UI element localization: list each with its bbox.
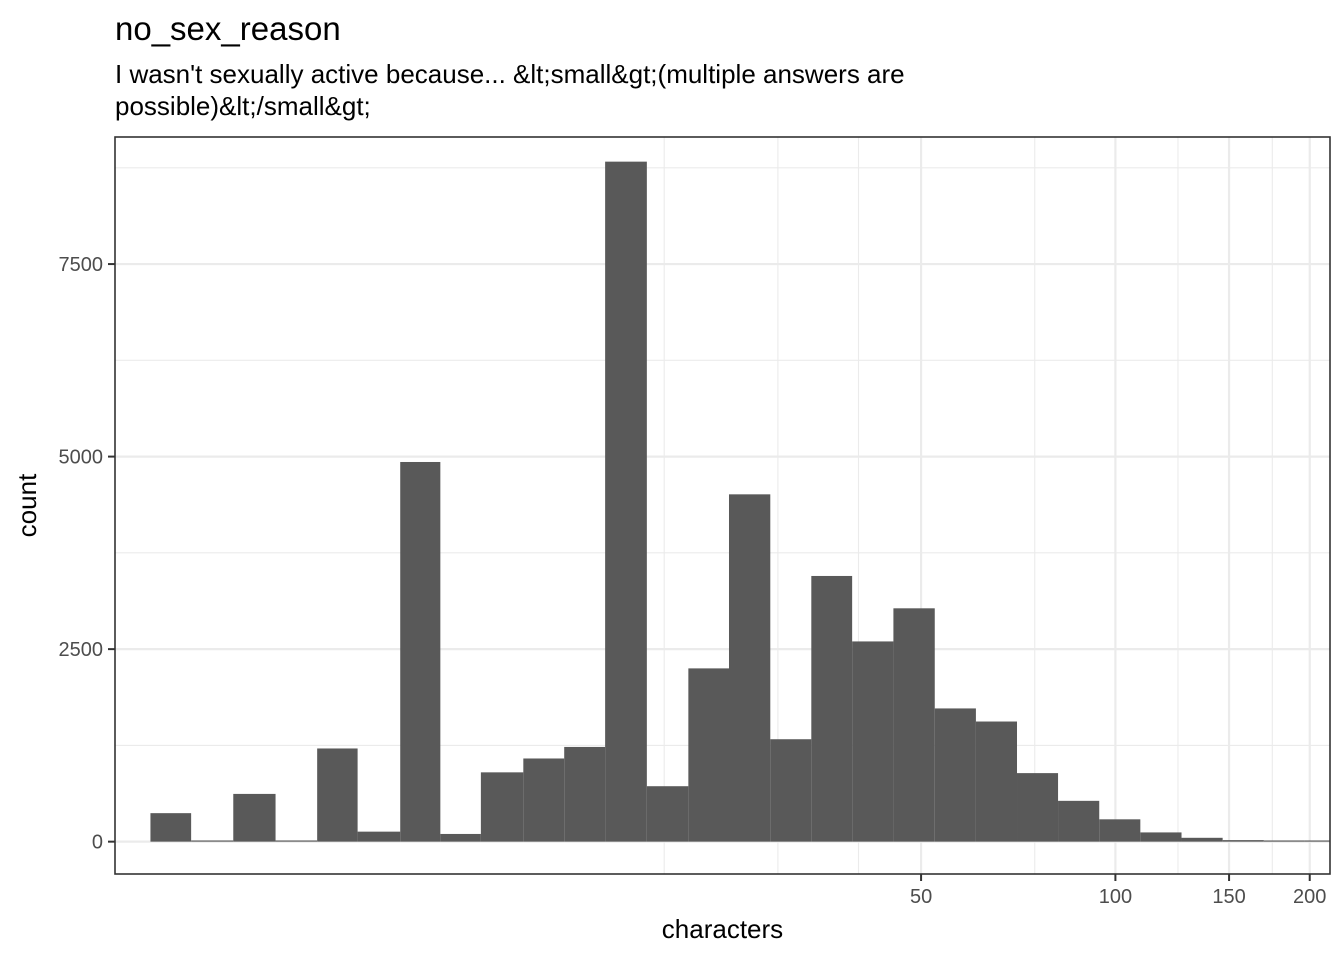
histogram-bar: [852, 641, 894, 842]
histogram-bar: [1058, 800, 1100, 842]
histogram-bar: [357, 831, 401, 842]
axes: 0 2500 5000 7500 50 100 150 200: [59, 254, 1327, 908]
histogram-bar: [480, 772, 524, 842]
histogram-bar: [975, 721, 1018, 842]
x-tick-label: 100: [1099, 886, 1132, 908]
histogram-bar: [770, 739, 812, 842]
histogram-bar: [1099, 819, 1141, 842]
histogram-bar: [1304, 840, 1330, 842]
histogram-bar: [1263, 840, 1305, 842]
histogram-bar: [400, 461, 441, 842]
histogram-bars: [150, 161, 1330, 842]
histogram-bar: [523, 758, 565, 842]
x-tick-label: 150: [1212, 886, 1245, 908]
histogram-bar: [688, 668, 729, 842]
chart-subtitle-line-2: possible)&lt;/small&gt;: [115, 91, 371, 121]
histogram-bar: [605, 161, 647, 842]
chart-subtitle-line-1: I wasn't sexually active because... &lt;…: [115, 59, 905, 89]
y-tick-label: 2500: [59, 639, 104, 661]
histogram-bar: [893, 608, 935, 842]
histogram-bar: [275, 840, 318, 842]
histogram-bar: [440, 833, 481, 842]
histogram-bar: [150, 813, 192, 842]
histogram-bar: [1222, 840, 1264, 842]
histogram-bar: [233, 793, 276, 842]
y-tick-label: 5000: [59, 447, 104, 469]
histogram-bar: [191, 840, 234, 842]
x-tick-label: 200: [1293, 886, 1326, 908]
y-tick-label: 7500: [59, 254, 104, 276]
histogram-bar: [1017, 773, 1059, 842]
chart-title: no_sex_reason: [115, 10, 341, 47]
panel-border: [114, 136, 1331, 875]
y-tick-label: 0: [92, 832, 103, 854]
histogram-bar: [317, 748, 358, 842]
histogram-bar: [1140, 832, 1182, 842]
x-tick-label: 50: [910, 886, 932, 908]
histogram-bar: [934, 708, 976, 842]
y-axis-title: count: [12, 473, 42, 537]
histogram-bar: [811, 575, 853, 842]
histogram-bar: [646, 786, 689, 842]
histogram-bar: [564, 746, 606, 842]
histogram-bar: [728, 494, 771, 842]
x-axis-title: characters: [662, 914, 783, 944]
histogram-bar: [1181, 837, 1223, 842]
